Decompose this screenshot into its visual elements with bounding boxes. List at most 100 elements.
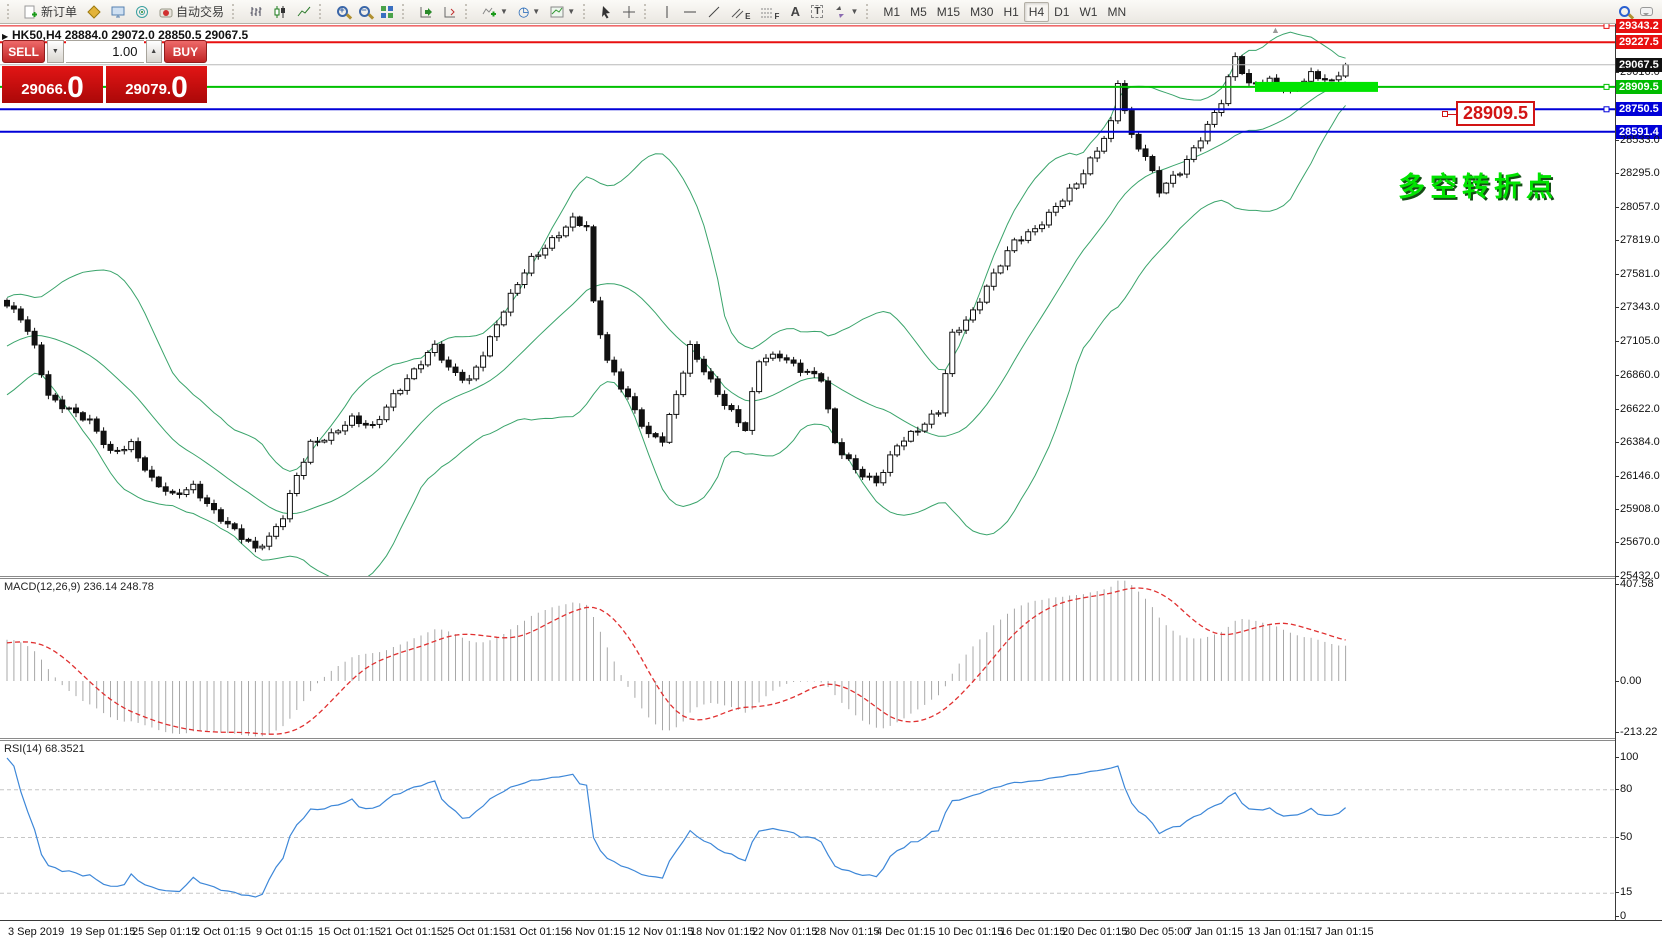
- time-axis-label: 20 Dec 01:15: [1062, 926, 1128, 938]
- chat-button[interactable]: [1635, 2, 1658, 22]
- highlighted-level-segment[interactable]: [1255, 81, 1378, 92]
- dropdown-arrow-icon: ▼: [850, 7, 859, 16]
- buy-price-main: 29079: [125, 81, 167, 98]
- main-chart-pane[interactable]: ▶ HK50,H4 28884.0 29072.0 28850.5 29067.…: [0, 24, 1615, 576]
- time-axis-label: 9 Oct 01:15: [256, 926, 313, 938]
- sell-price-display[interactable]: 29066. 0: [2, 66, 103, 103]
- timeframe-m15-button[interactable]: M15: [936, 4, 961, 19]
- time-axis-label: 25 Sep 01:15: [132, 926, 198, 938]
- chart-shift-button[interactable]: [438, 2, 462, 22]
- search-button[interactable]: [1613, 2, 1635, 22]
- new-order-button[interactable]: 新订单: [19, 2, 82, 22]
- timeframe-h1-button[interactable]: H1: [1003, 4, 1019, 19]
- last-bar-marker-icon: ▲: [1271, 25, 1280, 35]
- price-tick-label: 29016.0: [1615, 66, 1660, 78]
- text-tool-button[interactable]: A: [784, 2, 806, 22]
- volume-decrease-button[interactable]: ▼: [47, 40, 64, 63]
- cursor-tool-button[interactable]: [595, 2, 617, 22]
- toolbar: 新订单 自动交易 + − ▼ ◷ ▼ ▼: [0, 0, 1662, 24]
- line-chart-button[interactable]: [292, 2, 316, 22]
- zoom-out-button[interactable]: −: [353, 2, 375, 22]
- rsi-tick-label: 50: [1614, 831, 1633, 843]
- line-handle[interactable]: [1603, 83, 1610, 90]
- level-axis-flag: 28909.5: [1616, 80, 1662, 94]
- vertical-line-tool-button[interactable]: [656, 2, 678, 22]
- rsi-pane[interactable]: RSI(14) 68.3521: [0, 738, 1615, 920]
- monitor-icon: [111, 6, 125, 17]
- time-axis[interactable]: 3 Sep 2019 19 Sep 01:15 25 Sep 01:15 2 Oct …: [0, 920, 1662, 945]
- text-label-tool-button[interactable]: T: [806, 2, 828, 22]
- symbol-picker-arrow-icon[interactable]: ▶: [2, 32, 9, 41]
- timeframe-mn-button[interactable]: MN: [1107, 4, 1127, 19]
- channel-tool-button[interactable]: E: [726, 2, 755, 22]
- periods-button[interactable]: ◷ ▼: [513, 2, 545, 22]
- new-order-label: 新订单: [41, 5, 78, 19]
- mql-community-button[interactable]: [82, 2, 106, 22]
- level-axis-flag: 28591.4: [1616, 125, 1662, 139]
- rsi-indicator-label: RSI(14) 68.3521: [4, 743, 85, 755]
- toolbar-grip: [319, 4, 327, 19]
- notifications-button[interactable]: [130, 2, 154, 22]
- trendline-tool-button[interactable]: [702, 2, 726, 22]
- volume-increase-button[interactable]: ▲: [145, 40, 162, 63]
- arrows-tool-button[interactable]: ▼: [828, 2, 863, 22]
- macd-tick-label: 0.00: [1614, 675, 1642, 687]
- indicators-button[interactable]: ▼: [477, 2, 513, 22]
- tile-windows-button[interactable]: [375, 2, 399, 22]
- tile-windows-icon: [381, 5, 394, 18]
- line-handle[interactable]: [1603, 106, 1610, 113]
- buy-button[interactable]: BUY: [163, 40, 207, 63]
- macd-tick-label: -213.22: [1614, 726, 1658, 738]
- timeframe-m5-button[interactable]: M5: [910, 4, 927, 19]
- timeframe-m1-button[interactable]: M1: [883, 4, 901, 19]
- macd-pane[interactable]: MACD(12,26,9) 236.14 248.78: [0, 576, 1615, 738]
- templates-button[interactable]: ▼: [545, 2, 580, 22]
- buy-price-display[interactable]: 29079. 0: [106, 66, 207, 103]
- horizontal-line-tool-button[interactable]: [678, 2, 702, 22]
- toolbar-grip: [583, 4, 591, 19]
- rsi-canvas[interactable]: [0, 741, 1615, 920]
- indicators-plus-icon: [482, 7, 497, 16]
- ohlc-bars-icon: [250, 6, 262, 16]
- time-axis-label: 6 Nov 01:15: [566, 926, 626, 938]
- line-handle[interactable]: [1603, 24, 1610, 29]
- macd-indicator-label: MACD(12,26,9) 236.14 248.78: [4, 581, 154, 593]
- new-order-icon: [24, 5, 37, 18]
- macd-canvas[interactable]: [0, 579, 1615, 738]
- zoom-in-button[interactable]: +: [331, 2, 353, 22]
- time-axis-label: 19 Sep 01:15: [70, 926, 136, 938]
- channel-letter: E: [745, 11, 751, 21]
- fibonacci-icon: [761, 8, 773, 17]
- crosshair-tool-button[interactable]: [617, 2, 641, 22]
- auto-trading-button[interactable]: 自动交易: [154, 2, 229, 22]
- bar-chart-button[interactable]: [244, 2, 268, 22]
- arrows-icon: [836, 5, 845, 18]
- time-axis-label: 25 Oct 01:15: [442, 926, 505, 938]
- timeframe-d1-button[interactable]: D1: [1054, 4, 1070, 19]
- toolbar-grip: [7, 4, 15, 19]
- auto-scroll-button[interactable]: [414, 2, 438, 22]
- time-axis-label: 7 Jan 01:15: [1186, 926, 1244, 938]
- timeframe-w1-button[interactable]: W1: [1079, 4, 1098, 19]
- price-axis[interactable]: 29343.2 29227.5 29067.5 28909.5 28750.5 28591…: [1614, 19, 1662, 922]
- chart-title: HK50,H4 28884.0 29072.0 28850.5 29067.5: [12, 28, 249, 42]
- fibonacci-tool-button[interactable]: F: [755, 2, 784, 22]
- market-watch-button[interactable]: [106, 2, 130, 22]
- bollinger-middle-band: [6, 81, 1346, 515]
- buy-price-dot: .: [166, 81, 172, 98]
- price-tick-label: 26860.0: [1615, 369, 1660, 381]
- timeframe-h4-button[interactable]: H4: [1023, 1, 1050, 22]
- toolbar-grip: [232, 4, 240, 19]
- candlestick-chart-button[interactable]: [268, 2, 292, 22]
- sell-button[interactable]: SELL: [2, 40, 46, 63]
- timeframe-m30-button[interactable]: M30: [970, 4, 994, 19]
- price-chart-canvas[interactable]: [0, 24, 1615, 576]
- macd-signal-line: [6, 587, 1346, 735]
- turning-point-annotation[interactable]: 多空转折点: [1398, 172, 1558, 202]
- fibonacci-letter: F: [774, 11, 780, 21]
- volume-input[interactable]: [65, 40, 144, 63]
- price-flag-label[interactable]: 28909.5: [1441, 101, 1536, 126]
- current-price-axis-flag: 29067.5: [1616, 58, 1662, 72]
- candlesticks[interactable]: [4, 52, 1349, 553]
- level-axis-flag: 29343.2: [1616, 19, 1662, 33]
